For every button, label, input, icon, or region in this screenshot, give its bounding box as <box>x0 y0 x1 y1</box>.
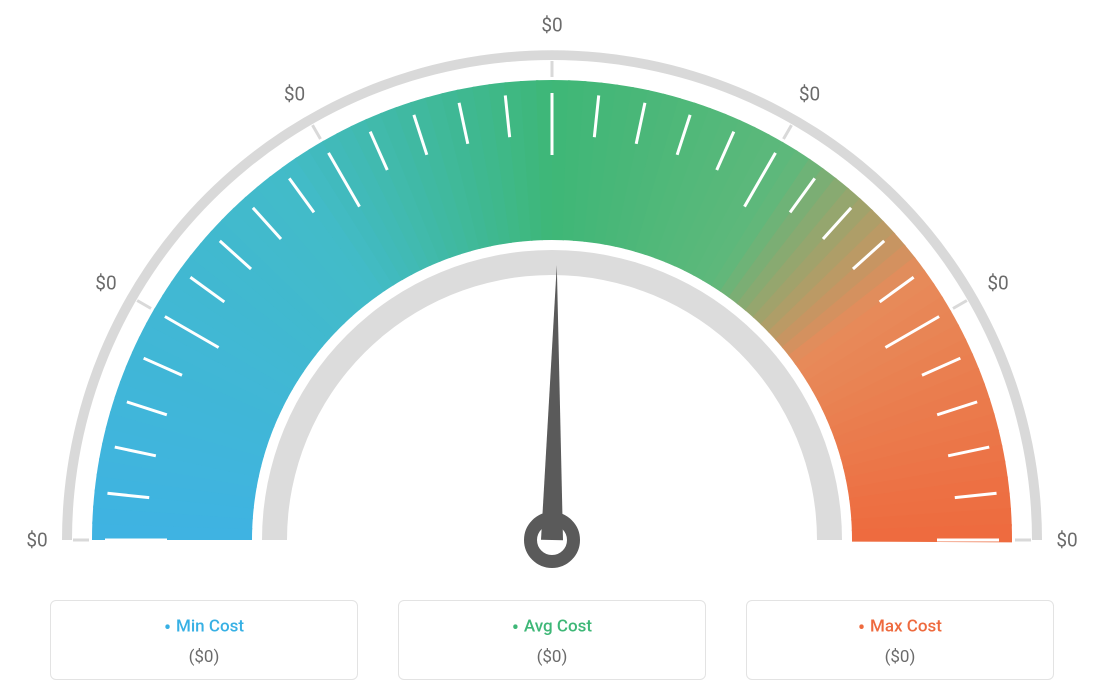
legend-label-min: Min Cost <box>51 615 357 639</box>
legend-value-avg: ($0) <box>399 647 705 667</box>
legend-label-avg: Avg Cost <box>399 615 705 639</box>
legend-card-max: Max Cost ($0) <box>746 600 1054 680</box>
gauge-tick-label: $0 <box>26 529 47 552</box>
gauge-chart: $0 $0 $0 $0 $0 $0 $0 <box>0 0 1104 560</box>
legend-label-max: Max Cost <box>747 615 1053 639</box>
legend-card-avg: Avg Cost ($0) <box>398 600 706 680</box>
legend-value-max: ($0) <box>747 647 1053 667</box>
gauge-tick-label: $0 <box>1056 529 1077 552</box>
gauge-tick-label: $0 <box>95 271 116 294</box>
gauge-svg <box>0 10 1104 570</box>
legend-value-min: ($0) <box>51 647 357 667</box>
legend-row: Min Cost ($0) Avg Cost ($0) Max Cost ($0… <box>50 600 1054 680</box>
gauge-tick-label: $0 <box>987 271 1008 294</box>
legend-card-min: Min Cost ($0) <box>50 600 358 680</box>
gauge-tick-label: $0 <box>799 82 820 105</box>
gauge-tick-label: $0 <box>541 14 562 37</box>
gauge-tick-label: $0 <box>284 82 305 105</box>
